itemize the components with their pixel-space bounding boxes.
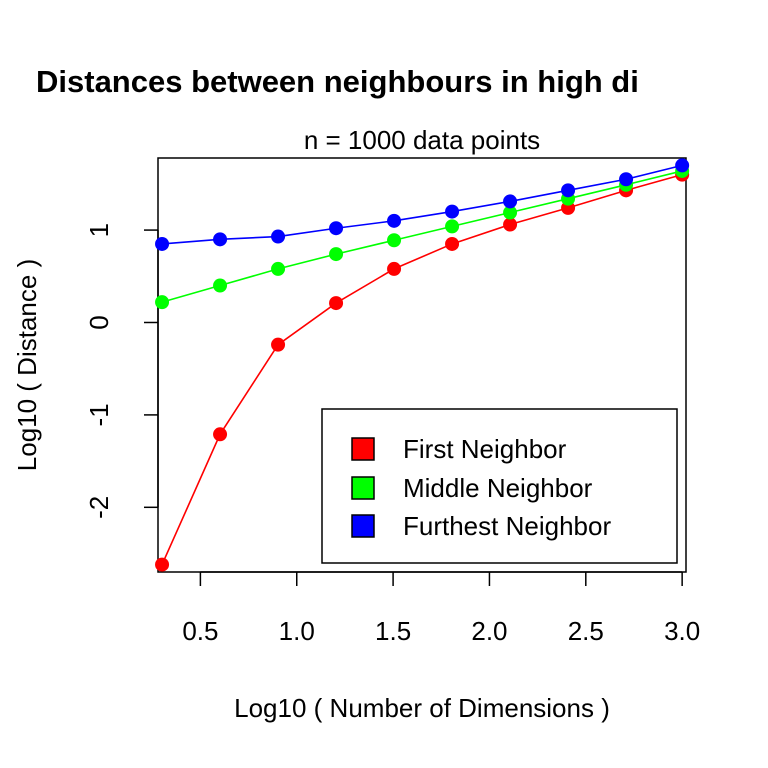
y-tick-label: 1 — [84, 223, 114, 237]
data-point — [561, 183, 576, 198]
data-point — [445, 204, 460, 219]
data-point — [271, 337, 286, 352]
x-tick-label: 1.0 — [279, 616, 315, 646]
legend-box — [321, 408, 678, 564]
series-layer — [155, 158, 690, 572]
x-tick-label: 1.5 — [375, 616, 411, 646]
data-point — [503, 217, 518, 232]
x-axis-label: Log10 ( Number of Dimensions ) — [234, 693, 610, 723]
data-point — [329, 296, 344, 311]
legend-swatch — [351, 514, 375, 538]
data-point — [329, 221, 344, 236]
legend-label: Middle Neighbor — [403, 473, 593, 503]
data-point — [619, 172, 634, 187]
legend-label: Furthest Neighbor — [403, 511, 611, 541]
data-point — [271, 261, 286, 276]
data-point — [155, 236, 170, 251]
chart-subtitle: n = 1000 data points — [304, 125, 540, 155]
data-point — [675, 158, 690, 173]
data-point — [271, 229, 286, 244]
y-tick-label: -1 — [84, 403, 114, 426]
chart-title: Distances between neighbours in high di — [36, 64, 639, 99]
data-point — [503, 205, 518, 220]
x-tick-label: 2.5 — [568, 616, 604, 646]
legend-items: First Neighbor Middle Neighbor Furthest Ne… — [351, 434, 611, 541]
series-line — [161, 164, 683, 245]
data-point — [155, 295, 170, 310]
x-tick-label: 3.0 — [664, 616, 700, 646]
data-point — [387, 213, 402, 228]
data-point — [155, 557, 170, 572]
x-tick-label: 2.0 — [471, 616, 507, 646]
series-line — [161, 170, 683, 303]
data-point — [387, 233, 402, 248]
data-point — [503, 194, 518, 209]
legend-swatch — [351, 476, 375, 500]
y-axis-label: Log10 ( Distance ) — [12, 259, 42, 471]
legend: First Neighbor Middle Neighbor Furthest Ne… — [321, 408, 678, 564]
y-tick-label: 0 — [84, 315, 114, 329]
data-point — [213, 427, 228, 442]
series-line — [161, 173, 683, 565]
data-point — [387, 261, 402, 276]
data-point — [445, 219, 460, 234]
legend-swatch — [351, 437, 375, 461]
data-point — [445, 236, 460, 251]
y-axis: -2 -1 0 1 — [84, 223, 159, 519]
data-point — [329, 247, 344, 262]
data-point — [213, 232, 228, 247]
data-point — [213, 278, 228, 293]
legend-label: First Neighbor — [403, 434, 567, 464]
x-tick-label: 0.5 — [182, 616, 218, 646]
y-tick-label: -2 — [84, 496, 114, 519]
x-axis: 0.5 1.0 1.5 2.0 2.5 3.0 — [182, 571, 700, 646]
